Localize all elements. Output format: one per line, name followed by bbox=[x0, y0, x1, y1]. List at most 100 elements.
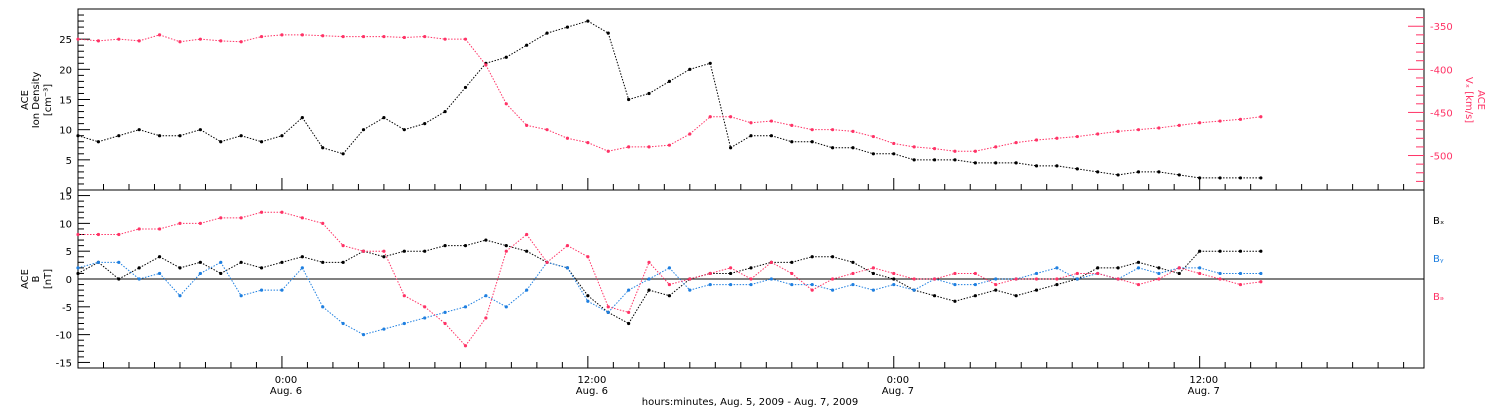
bfield-trace bbox=[1117, 278, 1139, 286]
bfield-trace bbox=[1199, 272, 1221, 280]
density-trace bbox=[506, 44, 527, 58]
bottom-series-group bbox=[76, 210, 1263, 348]
density-trace bbox=[404, 123, 425, 131]
bfield-trace bbox=[648, 289, 670, 297]
panel-ion-density-velocity: 0 5 10 15 20 25 -350 -400 -450 -500 ACE Ion Dens… bbox=[20, 8, 1486, 197]
velocity-trace bbox=[485, 64, 507, 105]
x-tick-label: Aug. 6 bbox=[576, 386, 608, 397]
velocity-trace bbox=[567, 137, 588, 144]
bfield-trace bbox=[934, 278, 956, 286]
bfield-trace bbox=[567, 267, 589, 302]
density-series-0 bbox=[76, 19, 1263, 180]
bfield-trace bbox=[485, 251, 507, 319]
bfield-trace bbox=[1117, 261, 1139, 269]
velocity-trace bbox=[1097, 130, 1119, 135]
bfield-point bbox=[198, 260, 202, 264]
velocity-trace bbox=[505, 103, 528, 126]
velocity-trace bbox=[322, 35, 344, 38]
left-axis-ticks-top: 0 5 10 15 20 25 bbox=[59, 14, 90, 197]
density-trace bbox=[383, 117, 405, 131]
bfield-trace bbox=[118, 228, 140, 235]
density-trace bbox=[607, 32, 630, 100]
velocity-trace bbox=[1036, 137, 1057, 141]
bot-ylabel-line3: [nT] bbox=[43, 269, 54, 289]
bfield-trace bbox=[261, 261, 283, 269]
density-trace bbox=[77, 135, 99, 143]
top-y2tick-label: -350 bbox=[1430, 22, 1453, 33]
bfield-trace bbox=[607, 289, 630, 313]
velocity-trace bbox=[995, 142, 1017, 148]
velocity-trace bbox=[730, 116, 752, 124]
density-trace bbox=[98, 135, 119, 143]
top-ytick-label: 5 bbox=[66, 156, 72, 167]
bfield-trace bbox=[404, 317, 425, 324]
bfield-trace bbox=[363, 328, 385, 336]
bfield-trace bbox=[1015, 289, 1037, 297]
velocity-point bbox=[157, 33, 162, 37]
bfield-trace bbox=[1077, 272, 1098, 280]
bfield-trace bbox=[241, 289, 262, 297]
velocity-trace bbox=[200, 38, 221, 42]
bfield-trace bbox=[200, 217, 221, 224]
bfield-trace bbox=[567, 245, 589, 258]
x-tick-label: 0:00 bbox=[275, 375, 297, 386]
bfield-trace bbox=[811, 278, 833, 291]
bfield-trace bbox=[873, 267, 894, 274]
bfield-series-2 bbox=[76, 210, 1263, 348]
bfield-trace bbox=[505, 289, 527, 308]
bfield-trace bbox=[608, 306, 629, 313]
bfield-trace bbox=[404, 295, 425, 308]
bfield-trace bbox=[322, 306, 344, 324]
bfield-trace bbox=[1179, 267, 1200, 274]
bfield-trace bbox=[546, 245, 568, 263]
bot-ylabel-line1: ACE bbox=[20, 269, 31, 289]
velocity-trace bbox=[587, 142, 609, 152]
density-trace bbox=[1158, 171, 1180, 176]
velocity-trace bbox=[1016, 139, 1037, 144]
density-trace bbox=[179, 129, 201, 137]
bfield-trace bbox=[444, 323, 466, 347]
bfield-trace bbox=[526, 250, 548, 263]
velocity-trace bbox=[669, 133, 691, 146]
bfield-trace bbox=[791, 273, 813, 291]
velocity-trace bbox=[934, 148, 956, 152]
density-trace bbox=[261, 135, 283, 143]
velocity-trace bbox=[98, 38, 119, 42]
velocity-trace bbox=[1240, 116, 1261, 120]
density-trace bbox=[1016, 162, 1037, 167]
bfield-trace bbox=[139, 272, 160, 280]
bfield-trace bbox=[118, 261, 140, 280]
velocity-trace bbox=[914, 146, 935, 150]
x-tick-label: 12:00 bbox=[1189, 375, 1218, 386]
top-ytick-label: 10 bbox=[59, 126, 72, 137]
bfield-trace bbox=[1219, 278, 1241, 286]
bfield-trace bbox=[608, 311, 629, 324]
density-trace bbox=[1077, 168, 1098, 173]
bfield-trace bbox=[852, 267, 874, 274]
velocity-trace bbox=[1138, 127, 1159, 131]
bfield-trace bbox=[383, 250, 405, 296]
bot-ytick-label: 10 bbox=[59, 219, 72, 230]
density-trace bbox=[893, 153, 915, 161]
density-trace bbox=[648, 80, 670, 94]
velocity-trace bbox=[1220, 118, 1241, 122]
top-ytick-label: 15 bbox=[59, 96, 72, 107]
legend-bz: Bₔ bbox=[1433, 292, 1444, 303]
bfield-trace bbox=[628, 262, 650, 313]
bfield-trace bbox=[893, 272, 915, 280]
velocity-trace bbox=[220, 40, 242, 43]
bfield-trace bbox=[444, 306, 466, 313]
bfield-trace bbox=[893, 278, 915, 291]
density-point bbox=[769, 134, 773, 138]
legend-by: Bᵧ bbox=[1433, 254, 1444, 265]
density-trace bbox=[709, 63, 732, 148]
bfield-trace bbox=[1036, 284, 1058, 291]
bfield-trace bbox=[628, 278, 650, 291]
bfield-point bbox=[1259, 271, 1263, 276]
bfield-trace bbox=[995, 278, 1017, 286]
bfield-trace bbox=[689, 284, 711, 291]
velocity-point bbox=[871, 134, 875, 139]
right-axis-ticks-top: -350 -400 -450 -500 bbox=[1408, 17, 1453, 182]
velocity-trace bbox=[424, 36, 446, 40]
density-trace bbox=[628, 92, 650, 100]
